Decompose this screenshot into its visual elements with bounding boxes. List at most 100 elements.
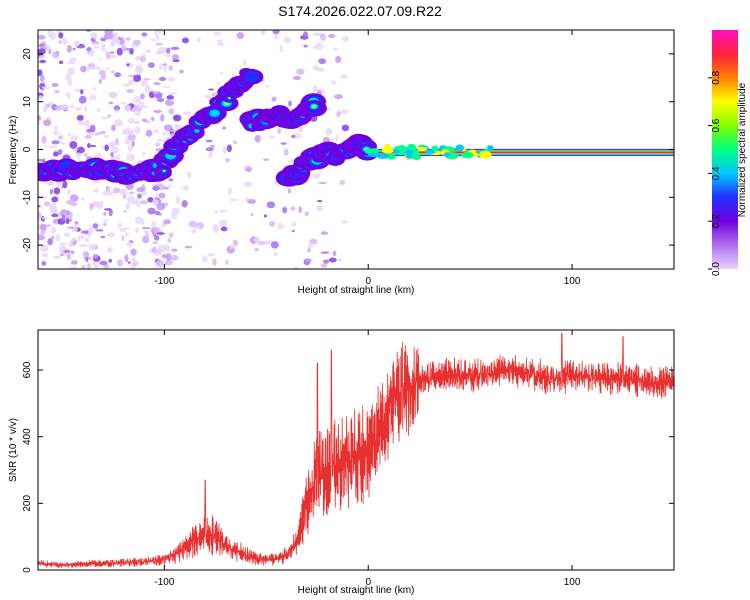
noise-blob xyxy=(126,195,135,204)
noise-blob xyxy=(312,65,320,71)
ridge-band xyxy=(368,151,674,154)
noise-blob xyxy=(38,69,43,76)
noise-blob xyxy=(98,69,106,76)
noise-blob xyxy=(101,116,110,120)
noise-blob xyxy=(40,229,46,235)
noise-blob xyxy=(58,32,64,39)
noise-blob xyxy=(58,245,66,252)
noise-blob xyxy=(336,110,341,118)
y-tick-label: -20 xyxy=(22,237,33,252)
noise-blob xyxy=(39,55,46,58)
noise-blob xyxy=(132,39,142,46)
noise-blob xyxy=(100,43,107,48)
noise-blob xyxy=(141,32,148,37)
noise-blob xyxy=(111,35,120,44)
colorbar-label: Normalized spectral amplitude xyxy=(737,82,748,217)
noise-blob xyxy=(99,260,108,266)
noise-blob xyxy=(168,178,174,182)
noise-blob xyxy=(88,243,96,251)
noise-blob xyxy=(106,52,111,60)
noise-blob xyxy=(125,203,131,210)
noise-blob xyxy=(74,88,82,93)
noise-blob xyxy=(169,232,174,238)
noise-blob xyxy=(135,227,140,234)
noise-blob xyxy=(205,139,213,143)
noise-blob xyxy=(263,214,268,218)
noise-blob xyxy=(42,253,49,258)
noise-blob xyxy=(220,226,228,232)
noise-blob xyxy=(66,61,76,65)
noise-blob xyxy=(168,76,176,82)
noise-blob xyxy=(153,129,160,134)
noise-blob xyxy=(77,235,85,239)
noise-blob xyxy=(126,153,136,162)
noise-blob xyxy=(103,218,108,225)
noise-blob xyxy=(214,210,218,214)
noise-blob xyxy=(233,140,238,145)
noise-blob xyxy=(137,64,142,72)
noise-blob xyxy=(270,241,279,249)
noise-blob xyxy=(151,246,157,254)
noise-blob xyxy=(84,104,88,113)
noise-blob xyxy=(117,222,123,228)
noise-blob xyxy=(109,51,115,55)
noise-blob xyxy=(46,224,51,227)
y-tick-label: 600 xyxy=(22,361,33,378)
noise-blob xyxy=(188,220,197,228)
noise-blob xyxy=(49,189,53,195)
noise-blob xyxy=(83,120,88,127)
noise-blob xyxy=(320,263,328,268)
noise-blob xyxy=(134,56,142,61)
noise-blob xyxy=(63,232,71,237)
noise-blob xyxy=(82,250,90,258)
noise-blob xyxy=(330,138,334,142)
ridge-blob xyxy=(487,145,494,151)
noise-blob xyxy=(38,216,42,222)
noise-blob xyxy=(136,187,145,193)
noise-blob xyxy=(142,151,146,156)
noise-blob xyxy=(164,259,173,266)
noise-blob xyxy=(291,221,297,227)
noise-blob xyxy=(287,188,292,194)
noise-blob xyxy=(124,232,130,237)
noise-blob xyxy=(113,105,121,112)
noise-blob xyxy=(108,101,114,105)
noise-blob xyxy=(74,107,82,112)
noise-blob xyxy=(129,191,135,195)
noise-blob xyxy=(144,120,151,123)
noise-blob xyxy=(217,81,221,85)
noise-blob xyxy=(155,259,164,267)
noise-blob xyxy=(84,135,92,139)
noise-blob xyxy=(162,85,171,89)
noise-blob xyxy=(96,107,101,112)
noise-blob xyxy=(80,89,84,95)
noise-blob xyxy=(108,54,117,59)
noise-blob xyxy=(156,202,166,211)
snr-line xyxy=(38,332,674,568)
noise-blob xyxy=(196,37,201,43)
noise-blob xyxy=(41,261,47,266)
noise-blob xyxy=(137,193,142,199)
snr-plot-area xyxy=(38,330,674,570)
noise-blob xyxy=(134,110,142,116)
noise-blob xyxy=(179,69,184,74)
noise-blob xyxy=(38,115,42,121)
noise-blob xyxy=(51,213,59,218)
spectrogram-xlabel: Height of straight line (km) xyxy=(298,285,415,296)
noise-blob xyxy=(93,188,100,193)
noise-blob xyxy=(67,67,76,75)
noise-blob xyxy=(323,259,330,264)
noise-blob xyxy=(134,216,143,225)
noise-blob xyxy=(320,231,329,235)
noise-blob xyxy=(89,48,95,57)
noise-blob xyxy=(108,209,113,217)
noise-blob xyxy=(340,220,349,224)
figure-title: S174.2026.022.07.09.R22 xyxy=(278,3,442,19)
noise-blob xyxy=(92,223,99,229)
noise-blob xyxy=(108,258,112,263)
noise-blob xyxy=(142,78,152,81)
noise-blob xyxy=(92,66,102,70)
noise-blob xyxy=(213,225,219,234)
